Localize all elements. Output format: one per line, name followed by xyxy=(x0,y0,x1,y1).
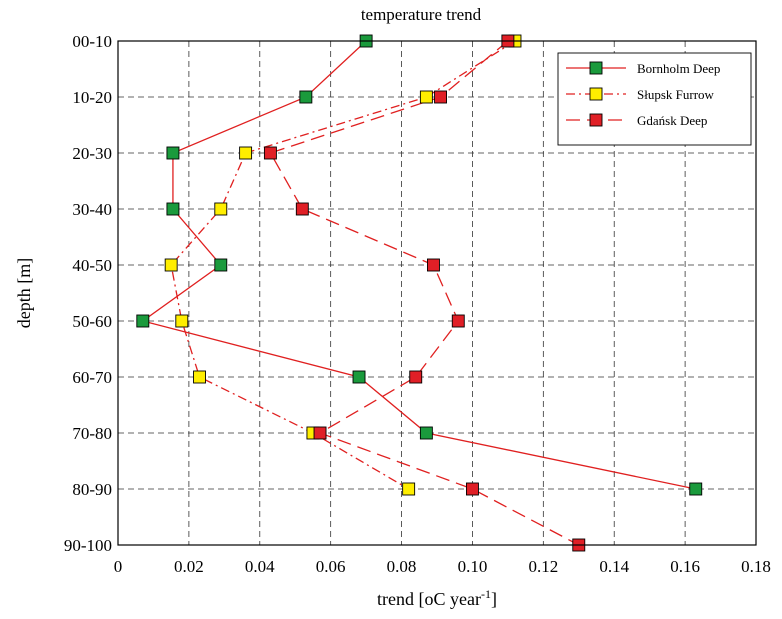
x-tick-label: 0.06 xyxy=(316,557,346,576)
x-axis-label-unit: oC year xyxy=(425,589,481,609)
data-point-marker xyxy=(465,482,479,496)
y-tick-label: 40-50 xyxy=(72,256,112,275)
x-tick-label: 0.16 xyxy=(670,557,700,576)
data-point-marker xyxy=(193,370,206,384)
data-point-marker xyxy=(239,146,253,160)
data-point-marker xyxy=(689,482,703,496)
data-point-marker xyxy=(419,90,433,104)
y-tick-label: 60-70 xyxy=(72,368,112,387)
series-line-1 xyxy=(170,40,516,490)
x-tick-label: 0.10 xyxy=(458,557,488,576)
x-axis-label: trend [oC year-1] xyxy=(377,587,497,609)
legend-entry-label: Słupsk Furrow xyxy=(637,87,715,102)
grid-lines xyxy=(118,41,756,545)
legend: Bornholm Deep Słupsk Furrow Gdańsk Deep xyxy=(557,52,752,146)
data-point-marker xyxy=(427,258,440,272)
data-point-marker xyxy=(409,370,423,384)
y-tick-label: 30-40 xyxy=(72,200,112,219)
y-tick-label: 50-60 xyxy=(72,312,112,331)
x-axis-label-superscript: -1 xyxy=(481,587,491,601)
plot-area-frame xyxy=(117,40,757,546)
y-axis-label: depth [m] xyxy=(14,258,34,328)
x-tick-label: 0.14 xyxy=(599,557,629,576)
y-tick-label: 10-20 xyxy=(72,88,112,107)
chart-title: temperature trend xyxy=(361,5,482,24)
data-markers xyxy=(136,34,703,552)
data-point-marker xyxy=(263,146,277,160)
x-tick-labels: 0 0.02 0.04 0.06 0.08 0.10 0.12 0.14 0.16 0.18 xyxy=(114,557,771,576)
data-point-marker xyxy=(136,314,150,328)
legend-marker xyxy=(589,113,603,127)
legend-entry-label: Bornholm Deep xyxy=(637,61,720,76)
x-axis-label-suffix: ] xyxy=(491,589,497,609)
x-axis-label-prefix: trend [ xyxy=(377,589,424,609)
data-point-marker xyxy=(164,258,178,272)
y-tick-label: 00-10 xyxy=(72,32,112,51)
data-point-marker xyxy=(352,370,366,384)
y-tick-label: 70-80 xyxy=(72,424,112,443)
x-tick-label: 0.08 xyxy=(387,557,417,576)
x-tick-label: 0.02 xyxy=(174,557,204,576)
data-point-marker xyxy=(214,258,228,272)
legend-marker xyxy=(589,61,603,75)
data-point-marker xyxy=(175,314,189,328)
data-point-marker xyxy=(402,482,416,496)
y-tick-labels: 00-10 10-20 20-30 30-40 40-50 50-60 60-70 70-80… xyxy=(64,32,112,555)
y-tick-label: 90-100 xyxy=(64,536,112,555)
data-point-marker xyxy=(419,426,433,440)
series-line-2 xyxy=(269,40,580,546)
legend-marker xyxy=(589,87,603,101)
data-point-marker xyxy=(166,146,180,160)
x-tick-label: 0.04 xyxy=(245,557,275,576)
data-point-marker xyxy=(299,90,313,104)
legend-entry-label: Gdańsk Deep xyxy=(637,113,707,128)
x-tick-label: 0 xyxy=(114,557,123,576)
y-tick-label: 20-30 xyxy=(72,144,112,163)
x-tick-label: 0.12 xyxy=(528,557,558,576)
data-point-marker xyxy=(166,202,180,216)
x-tick-label: 0.18 xyxy=(741,557,771,576)
data-point-marker xyxy=(451,314,465,328)
data-point-marker xyxy=(295,202,309,216)
y-tick-label: 80-90 xyxy=(72,480,112,499)
data-point-marker xyxy=(214,202,228,216)
data-point-marker xyxy=(313,426,327,440)
data-point-marker xyxy=(434,90,447,104)
